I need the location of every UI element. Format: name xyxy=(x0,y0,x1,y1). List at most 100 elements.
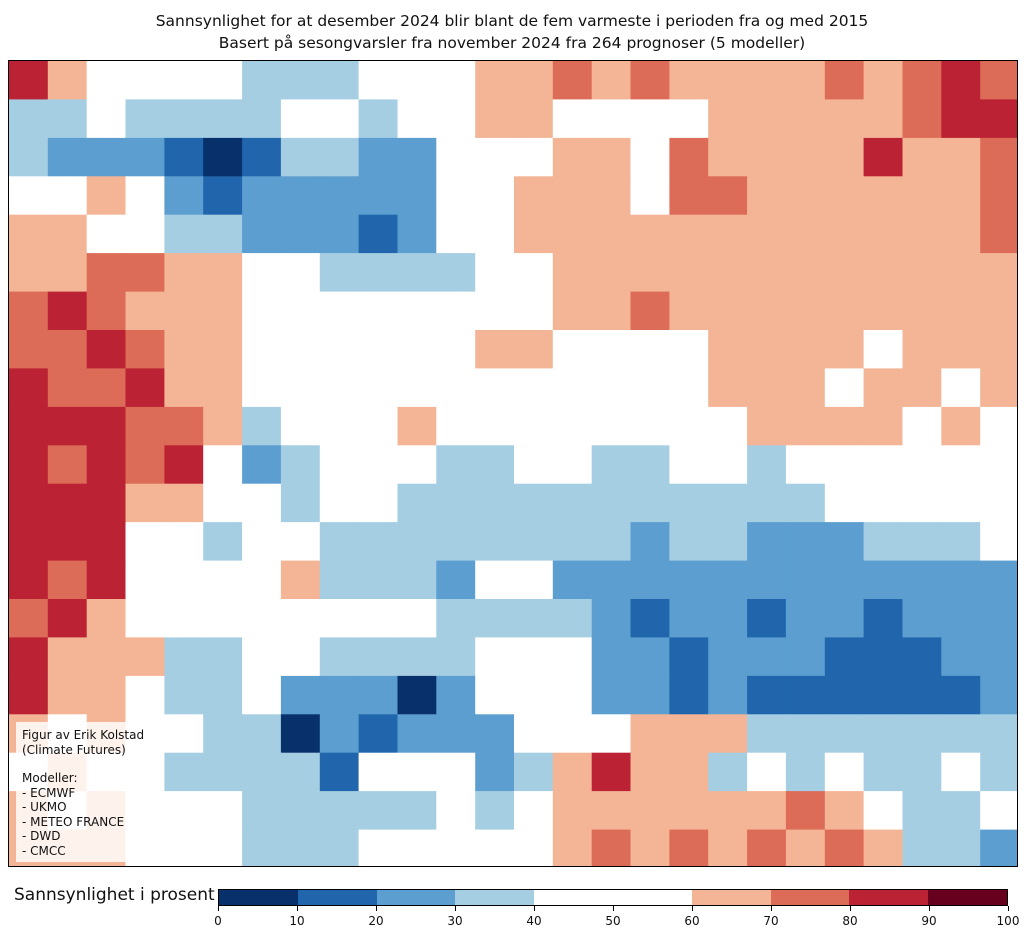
grid-cell xyxy=(397,214,437,254)
grid-cell xyxy=(9,137,49,177)
grid-cell xyxy=(358,99,398,139)
grid-cell xyxy=(552,714,593,754)
grid-cell xyxy=(630,330,670,369)
grid-cell xyxy=(358,599,398,638)
grid-cell xyxy=(9,330,49,369)
grid-cell xyxy=(514,599,554,638)
colorbar xyxy=(218,889,1008,906)
grid-cell xyxy=(863,214,903,254)
grid-cell xyxy=(902,791,942,831)
grid-cell xyxy=(708,291,748,331)
grid-cell xyxy=(242,560,282,600)
colorbar-tick-label: 60 xyxy=(684,914,700,928)
grid-cell xyxy=(280,176,321,216)
grid-cell xyxy=(514,445,554,485)
grid-cell xyxy=(708,176,748,216)
grid-cell xyxy=(630,445,670,485)
grid-cell xyxy=(514,330,554,369)
grid-cell xyxy=(902,829,942,866)
grid-cell xyxy=(319,137,360,177)
grid-cell xyxy=(319,829,360,866)
grid-cell xyxy=(980,483,1017,523)
grid-cell xyxy=(125,176,165,216)
grid-cell xyxy=(591,176,632,216)
grid-cell xyxy=(824,522,865,562)
grid-cell xyxy=(708,522,748,562)
colorbar-tick-label: 80 xyxy=(842,914,858,928)
grid-cell xyxy=(203,599,243,638)
grid-cell xyxy=(436,61,476,100)
grid-cell xyxy=(514,368,554,408)
grid-cell xyxy=(902,560,942,600)
grid-cell xyxy=(242,637,282,677)
grid-cell xyxy=(475,637,515,677)
grid-cell xyxy=(747,675,787,715)
colorbar-tick xyxy=(1008,906,1009,911)
grid-cell xyxy=(358,483,398,523)
grid-cell xyxy=(980,714,1017,754)
grid-cell xyxy=(86,253,127,293)
grid-cell xyxy=(242,752,282,792)
grid-cell xyxy=(164,560,204,600)
grid-cell xyxy=(980,829,1017,866)
grid-cell xyxy=(164,752,204,792)
grid-cell xyxy=(941,829,981,866)
grid-cell xyxy=(47,637,88,677)
grid-cell xyxy=(203,214,243,254)
grid-cell xyxy=(863,752,903,792)
grid-cell xyxy=(203,330,243,369)
grid-cell xyxy=(358,445,398,485)
grid-cell xyxy=(747,137,787,177)
grid-cell xyxy=(552,752,593,792)
grid-cell xyxy=(941,637,981,677)
grid-cell xyxy=(941,176,981,216)
grid-cell xyxy=(785,637,826,677)
grid-cell xyxy=(436,99,476,139)
grid-cell xyxy=(436,330,476,369)
grid-cell xyxy=(669,560,709,600)
grid-cell xyxy=(669,791,709,831)
grid-cell xyxy=(669,253,709,293)
grid-cell xyxy=(863,291,903,331)
grid-cell xyxy=(436,714,476,754)
grid-cell xyxy=(242,445,282,485)
grid-cell xyxy=(514,752,554,792)
grid-cell xyxy=(669,637,709,677)
grid-cell xyxy=(785,445,826,485)
grid-cell xyxy=(708,560,748,600)
grid-cell xyxy=(436,560,476,600)
grid-cell xyxy=(591,829,632,866)
grid-cell xyxy=(980,253,1017,293)
grid-cell xyxy=(319,675,360,715)
grid-cell xyxy=(397,752,437,792)
grid-cell xyxy=(591,368,632,408)
grid-cell xyxy=(591,637,632,677)
grid-cell xyxy=(708,137,748,177)
grid-cell xyxy=(630,714,670,754)
grid-cell xyxy=(552,637,593,677)
grid-cell xyxy=(630,253,670,293)
grid-cell xyxy=(436,675,476,715)
grid-cell xyxy=(319,483,360,523)
grid-cell xyxy=(397,714,437,754)
grid-cell xyxy=(164,445,204,485)
grid-cell xyxy=(980,99,1017,139)
grid-cell xyxy=(514,214,554,254)
grid-cell xyxy=(358,253,398,293)
grid-cell xyxy=(708,368,748,408)
grid-cell xyxy=(669,99,709,139)
model-item: - CMCC xyxy=(22,843,66,858)
grid-cell xyxy=(280,406,321,446)
grid-cell xyxy=(902,99,942,139)
grid-cell xyxy=(125,445,165,485)
grid-cell xyxy=(630,61,670,100)
grid-cell xyxy=(203,829,243,866)
grid-cell xyxy=(242,291,282,331)
grid-cell xyxy=(980,522,1017,562)
grid-cell xyxy=(747,752,787,792)
colorbar-segment xyxy=(534,890,692,905)
grid-cell xyxy=(941,675,981,715)
grid-cell xyxy=(242,599,282,638)
grid-cell xyxy=(824,330,865,369)
grid-cell xyxy=(980,214,1017,254)
